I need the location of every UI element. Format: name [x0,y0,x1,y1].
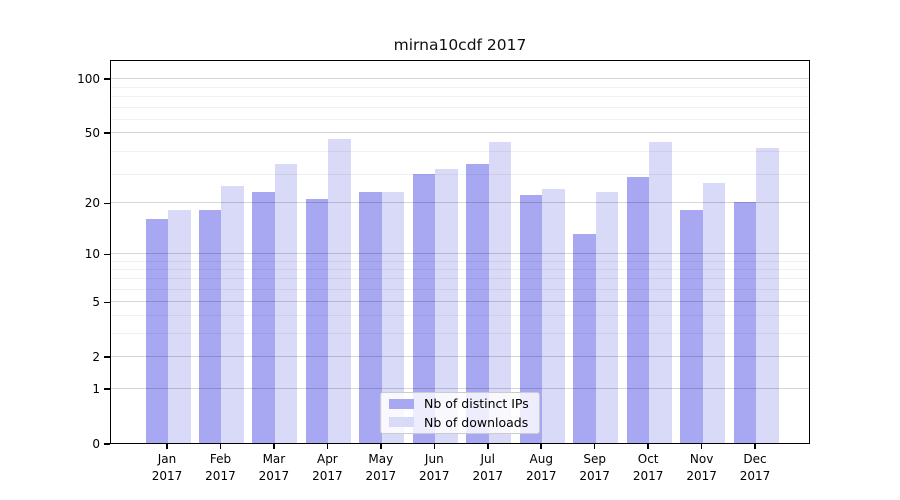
bar-nb-of-downloads-nov-2017 [702,182,726,443]
bar-nb-of-distinct-ips-oct-2017 [626,176,650,443]
x-tick-mark-may-2017 [380,444,382,449]
minor-gridline [111,96,809,98]
bar-nb-of-distinct-ips-jun-2017 [412,174,436,443]
y-tick-mark-20 [104,202,110,205]
legend-row-downloads: Nb of downloads [381,415,539,430]
major-gridline-2 [111,355,809,357]
legend-swatch-distinct-ips [389,398,414,409]
y-tick-label-0: 0 [92,436,100,451]
x-tick-label-jun-2017: Jun 2017 [419,452,450,483]
y-tick-mark-2 [104,356,110,358]
y-tick-mark-1 [104,388,110,390]
bar-nb-of-distinct-ips-apr-2017 [305,198,329,443]
y-tick-label-50: 50 [84,125,100,140]
legend-swatch-downloads [389,417,414,428]
bar-nb-of-distinct-ips-jul-2017 [466,164,489,443]
y-tick-label-100: 100 [77,71,100,86]
bar-nb-of-downloads-jun-2017 [435,169,458,443]
minor-gridline [111,86,809,88]
legend-label-downloads: Nb of downloads [424,414,529,430]
legend-label-distinct-ips: Nb of distinct IPs [424,396,529,412]
major-gridline-50 [111,131,809,133]
minor-gridline [111,173,809,175]
minor-gridline [111,150,809,152]
y-tick-mark-0 [104,443,110,445]
x-tick-label-aug-2017: Aug 2017 [525,452,557,483]
minor-gridline [111,260,809,262]
major-gridline-100 [111,77,809,79]
bar-nb-of-downloads-dec-2017 [756,147,779,443]
x-tick-label-jul-2017: Jul 2017 [472,452,504,483]
bar-nb-of-downloads-jan-2017 [168,210,191,443]
x-tick-mark-nov-2017 [700,444,703,449]
y-tick-mark-5 [104,301,110,304]
x-tick-label-mar-2017: Mar 2017 [258,452,290,483]
bar-nb-of-downloads-aug-2017 [542,188,565,443]
x-tick-mark-mar-2017 [273,444,275,449]
bar-nb-of-distinct-ips-mar-2017 [252,191,275,443]
y-tick-label-10: 10 [84,246,100,261]
y-tick-label-5: 5 [92,294,100,309]
minor-gridline [111,315,809,317]
x-tick-label-nov-2017: Nov 2017 [686,452,717,483]
x-tick-label-feb-2017: Feb 2017 [205,452,236,483]
x-tick-label-sep-2017: Sep 2017 [579,452,610,483]
x-tick-mark-jul-2017 [487,444,489,449]
x-tick-mark-dec-2017 [754,444,756,449]
x-tick-mark-oct-2017 [647,444,649,449]
major-gridline-20 [111,201,809,203]
bar-nb-of-downloads-oct-2017 [649,142,672,443]
y-tick-label-2: 2 [92,349,100,364]
major-gridline-10 [111,252,809,254]
bar-nb-of-distinct-ips-feb-2017 [198,210,222,443]
y-tick-mark-10 [104,253,110,256]
bar-nb-of-downloads-jul-2017 [488,142,512,443]
bar-nb-of-downloads-apr-2017 [328,138,351,443]
bar-nb-of-distinct-ips-dec-2017 [733,202,757,443]
bar-nb-of-distinct-ips-sep-2017 [573,234,596,443]
x-tick-mark-aug-2017 [540,444,542,449]
minor-gridline [111,106,809,108]
bar-nb-of-distinct-ips-jan-2017 [145,219,168,443]
bar-nb-of-distinct-ips-may-2017 [359,191,382,443]
x-tick-label-apr-2017: Apr 2017 [312,452,343,483]
bar-nb-of-distinct-ips-nov-2017 [680,210,703,443]
plot-area [110,60,810,444]
y-tick-mark-50 [104,132,110,134]
bar-nb-of-downloads-may-2017 [381,191,405,443]
y-tick-mark-100 [104,78,110,80]
x-tick-mark-jun-2017 [433,444,436,449]
minor-gridline [111,332,809,334]
minor-gridline [111,288,809,290]
major-gridline-1 [111,387,809,389]
major-gridline-5 [111,300,809,302]
x-tick-label-jan-2017: Jan 2017 [151,452,183,483]
x-tick-mark-feb-2017 [219,444,222,449]
x-tick-label-oct-2017: Oct 2017 [632,452,664,483]
minor-gridline [111,118,809,120]
bar-nb-of-downloads-mar-2017 [274,164,298,443]
minor-gridline [111,268,809,270]
x-tick-mark-apr-2017 [326,444,329,449]
bar-nb-of-downloads-sep-2017 [595,191,619,443]
x-tick-mark-jan-2017 [166,444,168,449]
x-tick-label-may-2017: May 2017 [365,452,397,483]
bar-nb-of-downloads-feb-2017 [221,185,244,443]
x-tick-mark-sep-2017 [593,444,596,449]
minor-gridline [111,278,809,280]
bar-nb-of-distinct-ips-aug-2017 [519,195,543,443]
x-tick-label-dec-2017: Dec 2017 [739,452,771,483]
legend: Nb of distinct IPs Nb of downloads [380,392,540,434]
legend-row-distinct-ips: Nb of distinct IPs [381,396,539,411]
y-tick-label-1: 1 [92,381,100,396]
chart-title: mirna10cdf 2017 [393,36,527,54]
y-tick-label-20: 20 [84,195,100,210]
